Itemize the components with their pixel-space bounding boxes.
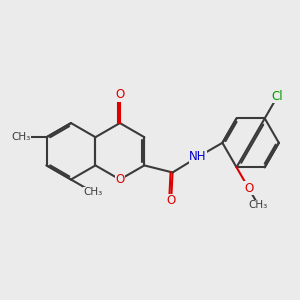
Text: O: O <box>167 194 176 207</box>
Text: CH₃: CH₃ <box>11 132 31 142</box>
Text: CH₃: CH₃ <box>249 200 268 210</box>
Text: O: O <box>244 182 253 194</box>
Text: Cl: Cl <box>272 90 283 103</box>
Text: O: O <box>115 88 124 101</box>
Text: NH: NH <box>189 150 207 164</box>
Text: CH₃: CH₃ <box>83 187 103 197</box>
Text: O: O <box>115 173 124 186</box>
